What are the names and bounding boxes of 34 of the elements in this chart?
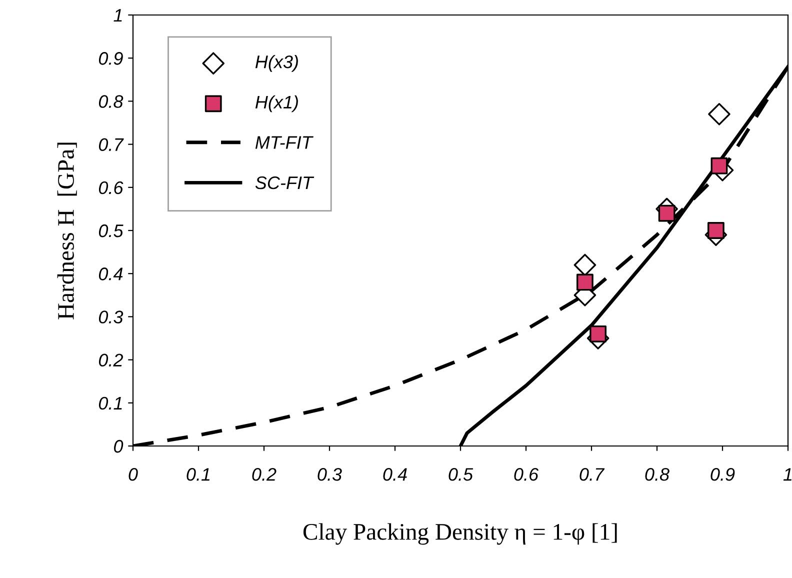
y-tick-label: 0.5: [98, 224, 124, 238]
y-tick-label: 0.9: [98, 52, 123, 65]
point: [658, 204, 676, 222]
x-axis-title: Clay Packing Density η = 1-φ [1]: [303, 523, 617, 545]
x-tick-label: 0.7: [580, 468, 605, 481]
legend-label: SC-FIT: [255, 176, 314, 190]
x-tick-label: 0.6: [514, 468, 539, 481]
x-tick-label: 0.9: [710, 468, 735, 481]
x-tick-label: 0.8: [645, 468, 670, 481]
x-tick-label: 0.3: [318, 468, 342, 481]
y-tick-label: 0.8: [98, 95, 124, 108]
x-tick-label: 0.5: [448, 468, 474, 481]
y-tick-label: 0.3: [98, 310, 124, 324]
x-tick-label: 0: [128, 468, 138, 481]
legend-label: MT-FIT: [255, 136, 314, 149]
y-tick-label: 0.2: [98, 354, 124, 367]
point: [576, 274, 594, 291]
y-tick-label: 1: [114, 9, 122, 22]
y-axis-title: Hardness H [GPa]: [57, 142, 77, 320]
legend-label: H(x1): [255, 95, 298, 112]
y-tick-label: 0: [114, 440, 124, 453]
x-tick-label: 0.4: [383, 468, 407, 481]
x-tick-label: 0.1: [186, 468, 210, 481]
y-tick-label: 0.4: [98, 268, 123, 280]
point: [708, 102, 730, 126]
legend-label: H(x3): [255, 55, 298, 72]
point: [590, 326, 606, 342]
x-tick-label: 0.2: [252, 468, 276, 481]
point: [708, 222, 724, 239]
point: [710, 157, 728, 174]
y-tick-label: 0.7: [98, 138, 124, 152]
x-tick-label: 1: [783, 468, 792, 481]
y-tick-label: 0.6: [98, 181, 124, 194]
y-tick-label: 0.1: [98, 396, 122, 410]
